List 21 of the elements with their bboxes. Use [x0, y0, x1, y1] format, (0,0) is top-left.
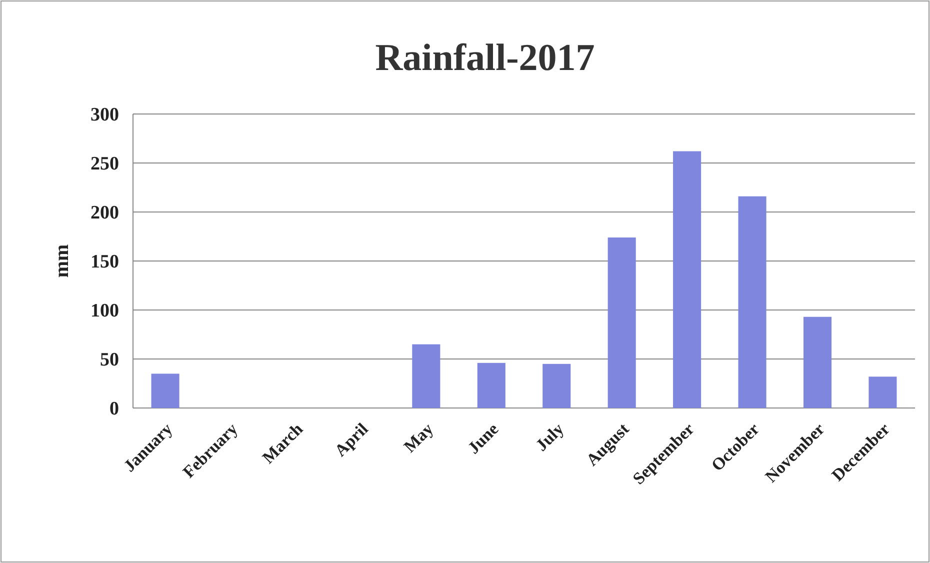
- y-tick-label: 50: [100, 350, 119, 371]
- x-tick-label: July: [532, 419, 568, 455]
- y-tick-label: 150: [90, 252, 119, 273]
- bar: [412, 344, 440, 408]
- bar: [151, 374, 180, 408]
- bar: [868, 376, 897, 408]
- x-tick-label: June: [464, 419, 503, 458]
- bar: [477, 362, 506, 408]
- bar: [738, 196, 766, 408]
- chart-title: Rainfall-2017: [375, 37, 595, 79]
- bar: [542, 364, 571, 408]
- bar: [673, 151, 702, 408]
- y-tick-label: 300: [90, 104, 119, 126]
- x-tick-label: May: [400, 419, 438, 456]
- y-axis-title: mm: [51, 244, 73, 278]
- y-tick-label: 200: [90, 202, 119, 224]
- y-tick-label: 0: [110, 398, 119, 420]
- y-tick-label: 100: [90, 300, 119, 322]
- bar: [803, 316, 832, 408]
- bar: [608, 237, 636, 408]
- y-tick-label: 250: [90, 154, 119, 175]
